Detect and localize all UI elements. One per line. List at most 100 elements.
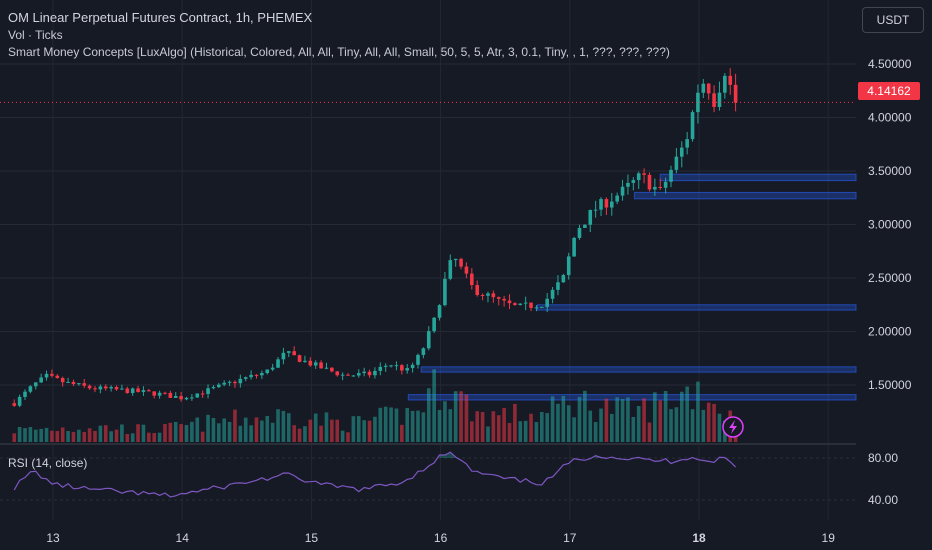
lightning-icon[interactable]: [722, 416, 744, 438]
volume-bar: [276, 409, 280, 442]
rsi-legend[interactable]: RSI (14, close): [8, 456, 88, 470]
volume-bar: [98, 425, 103, 442]
volume-bar: [367, 420, 372, 442]
volume-legend[interactable]: Vol · Ticks: [8, 28, 63, 42]
candle-body: [717, 92, 722, 107]
candle-body: [486, 293, 490, 296]
candle-body: [206, 388, 210, 394]
volume-bar: [437, 409, 442, 442]
volume-bar: [421, 412, 426, 442]
volume-bar: [141, 424, 146, 442]
volume-bar: [470, 421, 474, 442]
price-tick-label: 4.00000: [868, 111, 912, 125]
grid: [0, 0, 856, 520]
candle-body: [136, 388, 140, 392]
volume-bar: [502, 407, 506, 442]
volume-bar: [324, 412, 329, 442]
volume-bar: [540, 411, 544, 442]
volume-bar: [674, 407, 679, 442]
volume-bar: [593, 422, 598, 442]
volume-bar: [17, 427, 22, 442]
candle-body: [356, 373, 361, 376]
candle-body: [55, 375, 60, 378]
candle-body: [340, 374, 345, 376]
candle-body: [260, 373, 264, 376]
candle-body: [233, 381, 237, 384]
volume-bar: [405, 407, 410, 442]
volume-bar: [400, 424, 404, 442]
volume-bar: [604, 398, 609, 442]
candle-body: [421, 348, 426, 355]
candle-body: [593, 209, 598, 211]
candle-body: [566, 256, 571, 276]
volume-bar: [222, 418, 226, 442]
volume-bar: [475, 411, 480, 442]
candle-body: [254, 374, 259, 376]
volume-bar: [351, 416, 356, 442]
time-axis[interactable]: 13 14 15 16 17 18 19: [46, 531, 835, 545]
candle-body: [394, 365, 399, 367]
volume-bar: [518, 421, 523, 442]
currency-button[interactable]: USDT: [862, 7, 924, 33]
candle-body: [556, 282, 560, 290]
candle-body: [378, 366, 383, 371]
candle-body: [141, 390, 146, 392]
candle-body: [330, 367, 334, 372]
order-block-0: [407, 394, 857, 401]
volume-bar: [631, 417, 636, 442]
rsi-pane: [13, 451, 737, 498]
lightning-icon-bolt: [729, 420, 737, 434]
price-tick-label: 3.00000: [868, 218, 912, 232]
symbol-title[interactable]: OM Linear Perpetual Futures Contract, 1h…: [8, 10, 313, 25]
volume-bar: [195, 417, 200, 442]
volume-bar: [636, 405, 641, 442]
volume-bar: [55, 431, 60, 442]
candle-body: [23, 391, 27, 397]
volume-bar: [416, 410, 420, 442]
candle-body: [50, 373, 54, 376]
volume-bar: [373, 416, 377, 442]
volume-bar: [453, 391, 458, 442]
volume-bar: [491, 411, 496, 442]
volume-bar: [653, 392, 657, 442]
candle-body: [507, 300, 512, 304]
volume-bar: [513, 403, 517, 442]
candle-body: [588, 209, 593, 225]
volume-bar: [464, 394, 469, 442]
candlestick-series: [12, 68, 738, 408]
candle-body: [529, 302, 533, 308]
volume-bar: [114, 429, 119, 442]
candle-body: [367, 371, 372, 376]
candle-body: [270, 367, 275, 370]
candle-body: [98, 386, 103, 390]
candle-body: [464, 266, 469, 274]
price-tick-label: 1.50000: [868, 378, 912, 392]
volume-bar: [297, 428, 302, 442]
candle-body: [550, 289, 555, 299]
candle-body: [706, 83, 711, 94]
volume-bar: [642, 398, 646, 442]
candle-body: [173, 396, 178, 398]
volume-bar: [319, 425, 323, 442]
volume-bar: [227, 421, 232, 442]
candle-body: [120, 388, 124, 390]
price-axis[interactable]: 1.50000 2.00000 2.50000 3.00000 3.50000 4.000…: [868, 57, 912, 507]
candle-body: [87, 385, 92, 389]
volume-bar: [190, 421, 194, 442]
indicator-legend[interactable]: Smart Money Concepts [LuxAlgo] (Historic…: [8, 45, 670, 59]
candle-body: [281, 352, 286, 360]
candle-body: [583, 224, 587, 228]
candle-body: [44, 373, 49, 378]
volume-bar: [362, 420, 366, 442]
volume-bar: [206, 414, 210, 442]
candle-body: [77, 383, 81, 385]
volume-bar: [701, 409, 706, 442]
volume-bar: [572, 417, 576, 442]
candle-body: [82, 383, 87, 386]
candle-body: [152, 391, 157, 396]
candle-body: [362, 371, 366, 374]
candle-body: [642, 173, 646, 175]
volume-bar: [44, 427, 49, 442]
candle-body: [491, 293, 496, 298]
